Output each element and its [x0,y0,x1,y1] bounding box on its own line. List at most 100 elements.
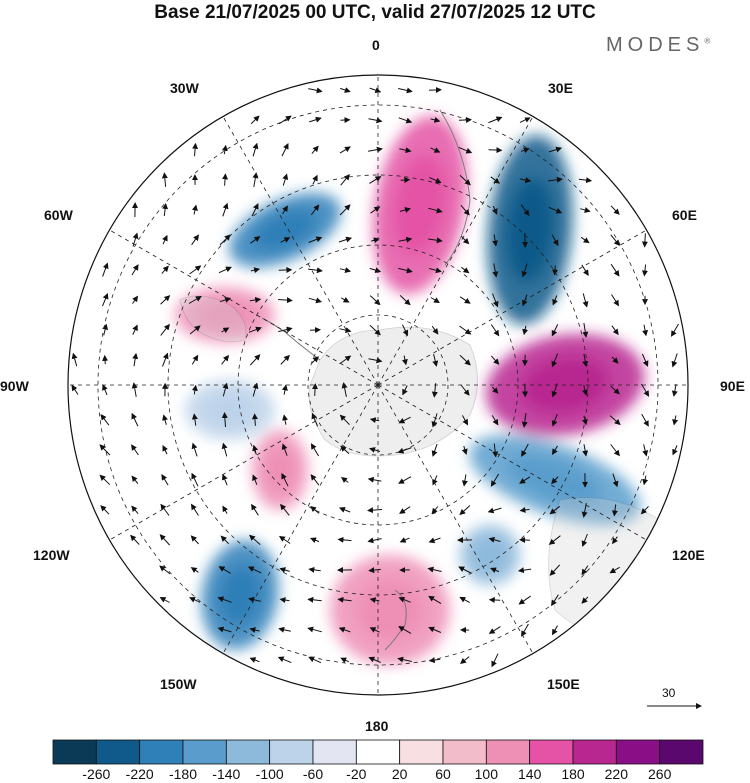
wind-vector [611,325,619,336]
wind-vector [642,475,649,486]
wind-vector [582,293,589,308]
wind-vector [492,263,499,278]
wind-vector [461,474,468,487]
colorbar-segment [399,739,444,765]
wind-vector [428,267,442,274]
wind-vector [282,205,288,215]
wind-vector [159,534,171,546]
wind-vector [368,567,381,574]
wind-vector [551,383,558,398]
wind-vector [222,382,229,397]
wind-vector [221,473,228,486]
wind-vector [488,536,501,543]
wind-vector [278,297,293,304]
wind-vector [162,203,169,217]
wind-vector [519,117,531,123]
wind-vector [521,443,529,457]
wind-vector [398,476,412,484]
wind-vector [398,416,411,424]
meridian-300 [109,229,379,386]
wind-vector [159,565,171,575]
wind-vector [369,597,380,604]
wind-vector [521,263,528,278]
lon-label-180: 180 [365,718,389,734]
wind-vector [610,205,620,215]
wind-vector [252,474,258,485]
wind-vector [519,506,530,513]
colorbar-segment [529,739,574,765]
wind-vector [461,266,470,274]
wind-vector [191,384,198,395]
wind-vector [461,415,469,426]
wind-vector [640,383,650,397]
wind-vector [517,567,532,574]
wind-vector [431,443,438,457]
anomaly-140w-negative-core [218,564,262,626]
wind-vector [311,412,319,427]
wind-vector [308,267,323,274]
wind-vector [337,596,352,603]
wind-vector [369,176,382,184]
wind-vector [368,117,383,124]
wind-vector [520,147,530,154]
wind-vector [189,597,201,603]
colorbar-tick-label: 260 [648,766,672,782]
reference-vector-label: 30 [662,686,676,700]
wind-vector [610,385,620,395]
wind-vector [161,474,169,486]
wind-vector [369,627,380,633]
wind-vector [162,445,168,455]
wind-vector [461,445,468,455]
colorbar-tick-label: -220 [125,766,154,782]
wind-vector [252,382,259,397]
wind-vector [251,413,258,426]
meridian-150 [377,384,534,654]
wind-vector [249,296,262,303]
wind-vector [488,147,503,154]
wind-vector [398,596,411,603]
wind-vector [250,115,260,125]
wind-vector [161,265,169,274]
colorbar-segment [572,739,617,765]
wind-vector [490,176,500,184]
wind-vector [189,265,202,275]
wind-vector [310,443,320,457]
wind-vector [308,87,323,94]
wind-vector [222,202,229,217]
wind-vector [460,384,470,396]
wind-vector [341,297,350,303]
wind-vector [281,443,288,456]
colorbar-segment [442,739,487,765]
lon-label-30w: 30W [170,80,199,96]
lon-label-120w: 120W [33,547,70,563]
wind-vector [221,412,228,428]
wind-vector [190,535,199,545]
lon-label-120e: 120E [672,547,705,563]
wind-vector [552,295,558,306]
wind-vector [310,474,320,486]
wind-vector [398,87,413,94]
wind-vector [488,626,501,634]
wind-vector [582,384,588,396]
wind-vector [340,477,349,483]
wind-vector [490,324,500,337]
wind-vector [400,177,411,184]
wind-vector [221,354,230,365]
colorbar-segment [355,739,401,765]
meridian-120 [377,384,647,541]
lon-label-90w: 90W [0,378,29,394]
wind-vector [518,595,531,605]
wind-vector [399,295,411,306]
antarctic-peninsula [261,317,321,361]
wind-vector [581,533,588,547]
wind-vector [611,294,620,307]
wind-vector [459,354,471,366]
wind-vector [340,657,350,664]
wind-vector [428,595,442,605]
wind-vector [641,233,648,248]
wind-vector [191,204,198,215]
wind-vector [428,626,442,633]
wind-vector [492,293,499,308]
wind-vector [552,265,559,276]
wind-vector [610,263,620,277]
